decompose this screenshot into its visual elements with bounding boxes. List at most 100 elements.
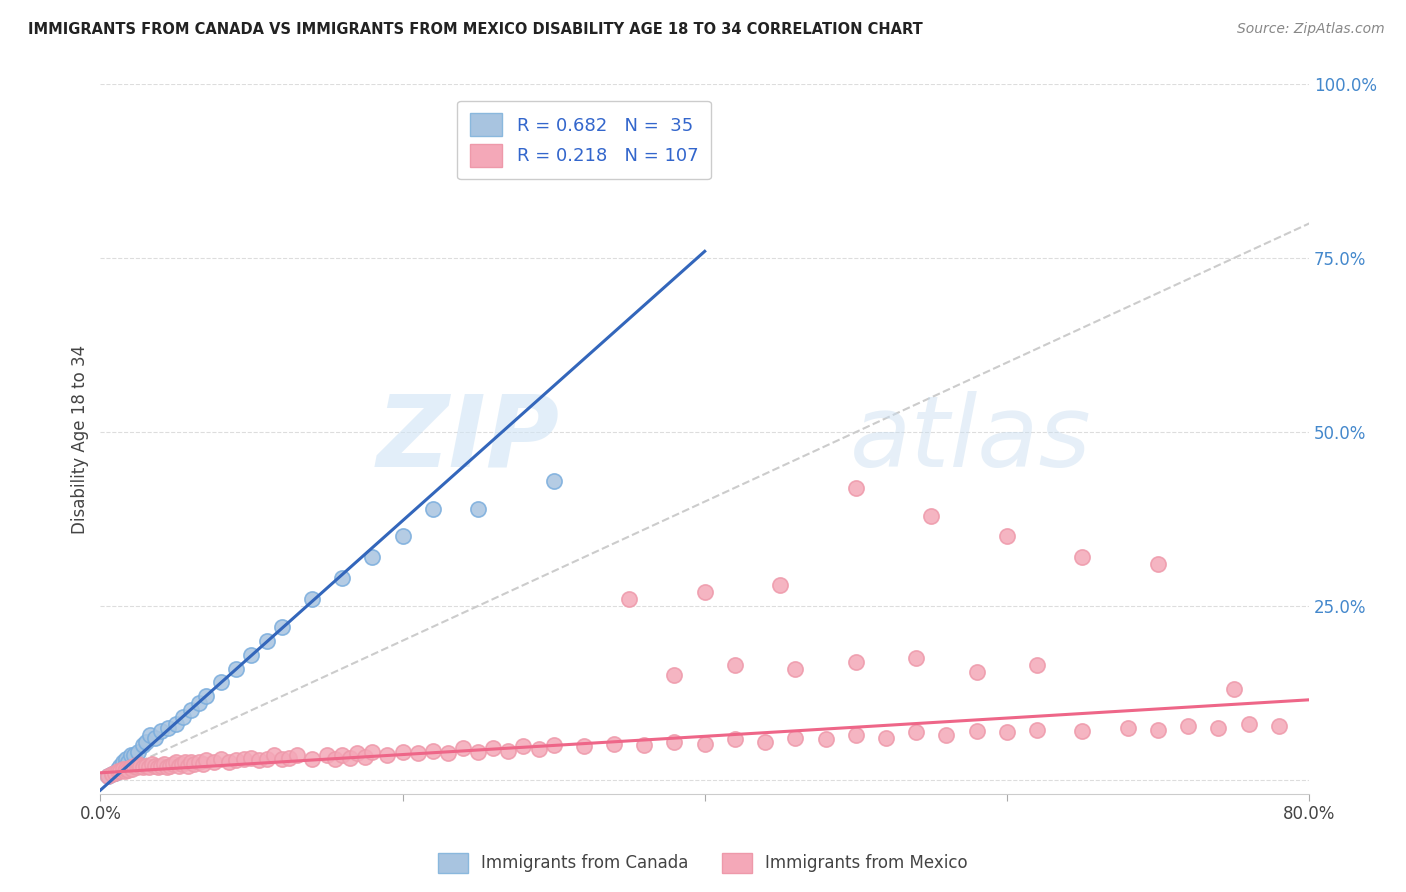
Point [346, 747, 368, 761]
Point [115, 752, 138, 766]
Point [165, 717, 187, 731]
Point [693, 585, 716, 599]
Point [195, 753, 218, 767]
Point [1237, 717, 1260, 731]
Point [361, 745, 384, 759]
Point [108, 759, 131, 773]
Point [1268, 718, 1291, 732]
Point [353, 749, 375, 764]
Point [209, 752, 232, 766]
Point [209, 675, 232, 690]
Point [141, 757, 163, 772]
Point [785, 731, 807, 745]
Legend: Immigrants from Canada, Immigrants from Mexico: Immigrants from Canada, Immigrants from … [432, 847, 974, 880]
Point [195, 690, 218, 704]
Point [316, 748, 339, 763]
Point [603, 737, 626, 751]
Point [183, 757, 205, 772]
Point [527, 742, 550, 756]
Point [437, 747, 460, 761]
Point [167, 759, 190, 773]
Point [391, 745, 413, 759]
Point [467, 501, 489, 516]
Point [543, 738, 565, 752]
Point [104, 765, 127, 780]
Point [114, 764, 136, 779]
Point [422, 501, 444, 516]
Point [127, 745, 149, 759]
Point [256, 752, 278, 766]
Point [256, 633, 278, 648]
Text: atlas: atlas [849, 391, 1091, 488]
Point [143, 759, 166, 773]
Point [115, 762, 138, 776]
Point [104, 765, 127, 780]
Point [177, 759, 200, 773]
Point [174, 756, 197, 770]
Point [191, 757, 214, 772]
Point [814, 732, 837, 747]
Point [225, 661, 247, 675]
Point [111, 756, 134, 770]
Point [120, 760, 142, 774]
Text: Source: ZipAtlas.com: Source: ZipAtlas.com [1237, 22, 1385, 37]
Point [543, 474, 565, 488]
Point [240, 648, 263, 662]
Point [693, 737, 716, 751]
Point [1147, 723, 1170, 737]
Point [1222, 682, 1244, 697]
Point [263, 748, 285, 763]
Point [107, 762, 129, 776]
Point [159, 759, 181, 773]
Point [1026, 723, 1049, 737]
Point [482, 741, 505, 756]
Point [875, 731, 897, 745]
Point [131, 738, 153, 752]
Point [1116, 721, 1139, 735]
Point [451, 741, 474, 756]
Point [149, 724, 172, 739]
Point [391, 529, 413, 543]
Point [664, 734, 686, 748]
Legend: R = 0.682   N =  35, R = 0.218   N = 107: R = 0.682 N = 35, R = 0.218 N = 107 [457, 101, 711, 179]
Point [1026, 658, 1049, 673]
Point [101, 767, 124, 781]
Point [754, 734, 776, 748]
Point [278, 750, 301, 764]
Point [966, 665, 988, 679]
Point [995, 725, 1018, 739]
Point [146, 760, 169, 774]
Point [149, 759, 172, 773]
Point [361, 550, 384, 565]
Point [139, 728, 162, 742]
Point [664, 668, 686, 682]
Point [180, 756, 202, 770]
Point [339, 750, 361, 764]
Point [125, 760, 148, 774]
Point [156, 760, 179, 774]
Point [323, 752, 346, 766]
Text: IMMIGRANTS FROM CANADA VS IMMIGRANTS FROM MEXICO DISABILITY AGE 18 TO 34 CORRELA: IMMIGRANTS FROM CANADA VS IMMIGRANTS FRO… [28, 22, 922, 37]
Point [121, 762, 143, 776]
Text: ZIP: ZIP [377, 391, 560, 488]
Point [172, 710, 194, 724]
Y-axis label: Disability Age 18 to 34: Disability Age 18 to 34 [72, 344, 89, 533]
Point [845, 655, 868, 669]
Point [572, 739, 595, 754]
Point [170, 757, 193, 772]
Point [1071, 724, 1094, 739]
Point [845, 728, 868, 742]
Point [724, 658, 747, 673]
Point [270, 620, 292, 634]
Point [127, 757, 149, 772]
Point [422, 743, 444, 757]
Point [117, 756, 139, 770]
Point [240, 750, 263, 764]
Point [114, 759, 136, 773]
Point [1147, 558, 1170, 572]
Point [467, 745, 489, 759]
Point [187, 696, 209, 710]
Point [935, 728, 957, 742]
Point [330, 748, 353, 763]
Point [377, 748, 399, 763]
